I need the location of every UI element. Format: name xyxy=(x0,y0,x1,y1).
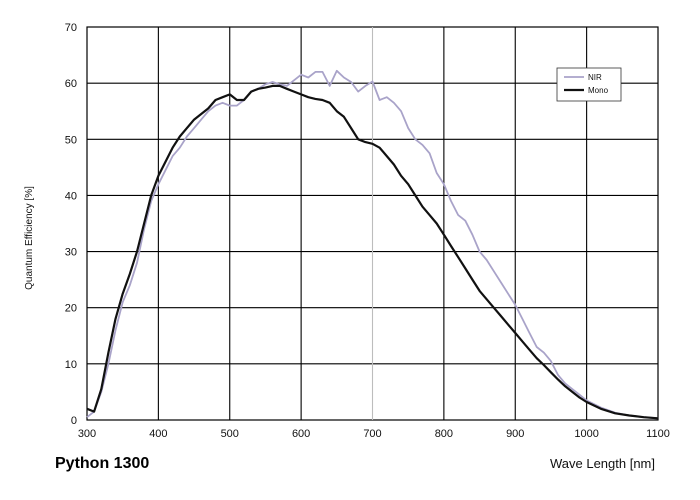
x-tick-label: 500 xyxy=(221,428,239,440)
legend-label-nir: NIR xyxy=(588,73,602,82)
y-tick-label: 10 xyxy=(65,359,77,371)
x-tick-label: 600 xyxy=(292,428,310,440)
series-line-mono xyxy=(86,84,659,420)
x-tick-label: 300 xyxy=(78,428,96,440)
y-tick-label: 30 xyxy=(65,247,77,259)
x-axis-label: Wave Length [nm] xyxy=(550,456,655,471)
legend: NIR Mono xyxy=(556,67,622,102)
y-tick-label: 70 xyxy=(65,22,77,34)
legend-box xyxy=(556,67,622,102)
series-line-nir xyxy=(86,69,659,420)
y-tick-labels: 0 10 20 30 40 50 60 70 xyxy=(65,22,77,427)
y-tick-label: 20 xyxy=(65,303,77,315)
x-tick-label: 1000 xyxy=(574,428,598,440)
legend-label-mono: Mono xyxy=(588,86,609,95)
y-tick-label: 60 xyxy=(65,78,77,90)
x-tick-label: 900 xyxy=(506,428,524,440)
y-tick-label: 50 xyxy=(65,134,77,146)
chart-title: Python 1300 xyxy=(55,455,149,472)
y-tick-label: 40 xyxy=(65,190,77,202)
y-tick-label: 0 xyxy=(71,415,77,427)
x-tick-label: 800 xyxy=(435,428,453,440)
series-lines xyxy=(86,69,659,420)
x-tick-labels: 300 400 500 600 700 800 900 1000 1100 xyxy=(78,428,670,440)
x-tick-label: 400 xyxy=(149,428,167,440)
y-axis-label: Quantum Efficiency [%] xyxy=(24,186,35,290)
x-tick-label: 1100 xyxy=(646,428,670,440)
x-tick-label: 700 xyxy=(363,428,381,440)
